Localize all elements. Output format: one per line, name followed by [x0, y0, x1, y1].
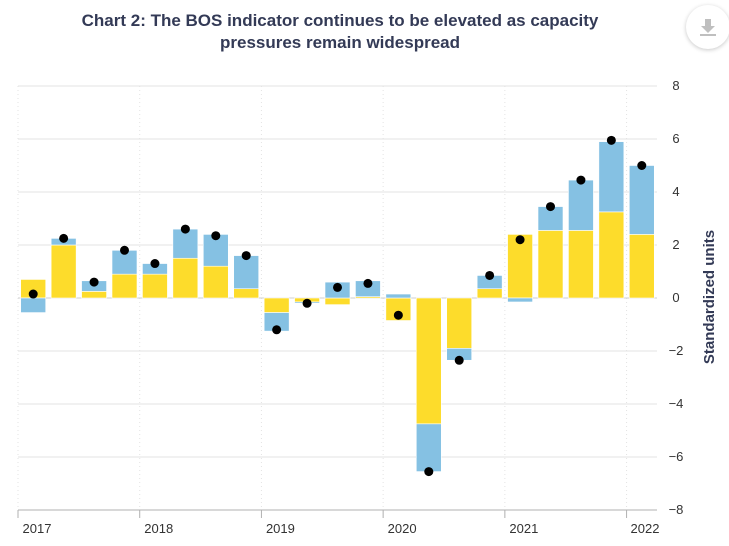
bar-yellow	[263, 297, 290, 313]
bar-yellow	[446, 297, 473, 349]
y-tick-label: −6	[669, 449, 684, 464]
indicator-dot	[363, 278, 373, 288]
x-tick-label: 2022	[631, 521, 660, 536]
indicator-dot	[272, 325, 282, 335]
bars-layer	[20, 141, 655, 472]
x-tick-label: 2018	[144, 521, 173, 536]
y-tick-label: 2	[672, 237, 679, 252]
bar-blue	[568, 179, 594, 231]
chart-title-line-2: pressures remain widespread	[219, 33, 460, 52]
chart-title-line-1: Chart 2: The BOS indicator continues to …	[81, 11, 599, 30]
bar-blue	[507, 297, 533, 303]
indicator-dot	[424, 467, 434, 477]
y-tick-label: 6	[672, 131, 679, 146]
bar-yellow	[476, 288, 503, 299]
download-button[interactable]	[686, 5, 729, 49]
y-tick-label: 4	[672, 184, 679, 199]
bar-blue	[598, 141, 625, 213]
indicator-dot	[637, 161, 647, 170]
indicator-dot	[393, 310, 403, 320]
indicator-dot	[150, 259, 160, 269]
indicator-dot	[211, 231, 221, 241]
indicator-dot	[302, 298, 312, 308]
bar-yellow	[233, 288, 260, 299]
indicator-dot	[59, 233, 69, 243]
bar-yellow	[598, 211, 625, 299]
indicator-dot	[333, 282, 342, 292]
bar-blue	[415, 423, 442, 472]
x-tick-label: 2017	[23, 521, 52, 536]
chart-title: Chart 2: The BOS indicator continues to …	[0, 10, 680, 54]
indicator-dot	[515, 235, 525, 245]
indicator-dot	[454, 355, 464, 365]
indicator-dot	[180, 224, 190, 234]
y-tick-label: −4	[669, 396, 684, 411]
indicator-dot	[241, 251, 251, 261]
bar-yellow	[50, 244, 77, 299]
bar-yellow	[142, 273, 168, 299]
bar-yellow	[111, 273, 138, 299]
x-tick-label: 2020	[388, 521, 417, 536]
bar-yellow	[628, 234, 655, 299]
indicator-dot	[28, 289, 38, 299]
indicator-dot	[606, 135, 616, 145]
x-tick-label: 2021	[509, 521, 538, 536]
bar-blue	[233, 255, 260, 290]
bar-blue	[385, 293, 412, 299]
bar-yellow	[81, 291, 107, 299]
indicator-dot	[89, 277, 99, 287]
bar-yellow	[568, 230, 594, 299]
download-icon	[700, 19, 716, 36]
bar-blue	[172, 228, 199, 259]
bar-blue	[628, 165, 655, 235]
indicator-dot	[120, 245, 129, 255]
bar-blue	[20, 297, 47, 313]
dots-layer	[28, 135, 647, 477]
indicator-dot	[546, 202, 555, 212]
y-tick-label: 8	[672, 78, 679, 93]
bar-yellow	[202, 265, 229, 299]
bar-yellow	[537, 230, 564, 299]
axis-layer: 8 6 4 2 0 −2 −4 −6 −8 2017 2018 2019 2020 2021 2022	[17, 78, 684, 536]
bar-yellow	[324, 297, 351, 305]
y-tick-label: −8	[669, 502, 684, 517]
y-axis-title: Standardized units	[701, 230, 718, 364]
bar-yellow	[507, 234, 533, 299]
y-tick-label: 0	[672, 290, 679, 305]
x-tick-label: 2019	[266, 521, 295, 536]
y-tick-label: −2	[669, 343, 684, 358]
bar-yellow	[415, 297, 442, 425]
bar-yellow	[172, 257, 199, 299]
indicator-dot	[576, 175, 586, 185]
indicator-dot	[485, 270, 495, 280]
